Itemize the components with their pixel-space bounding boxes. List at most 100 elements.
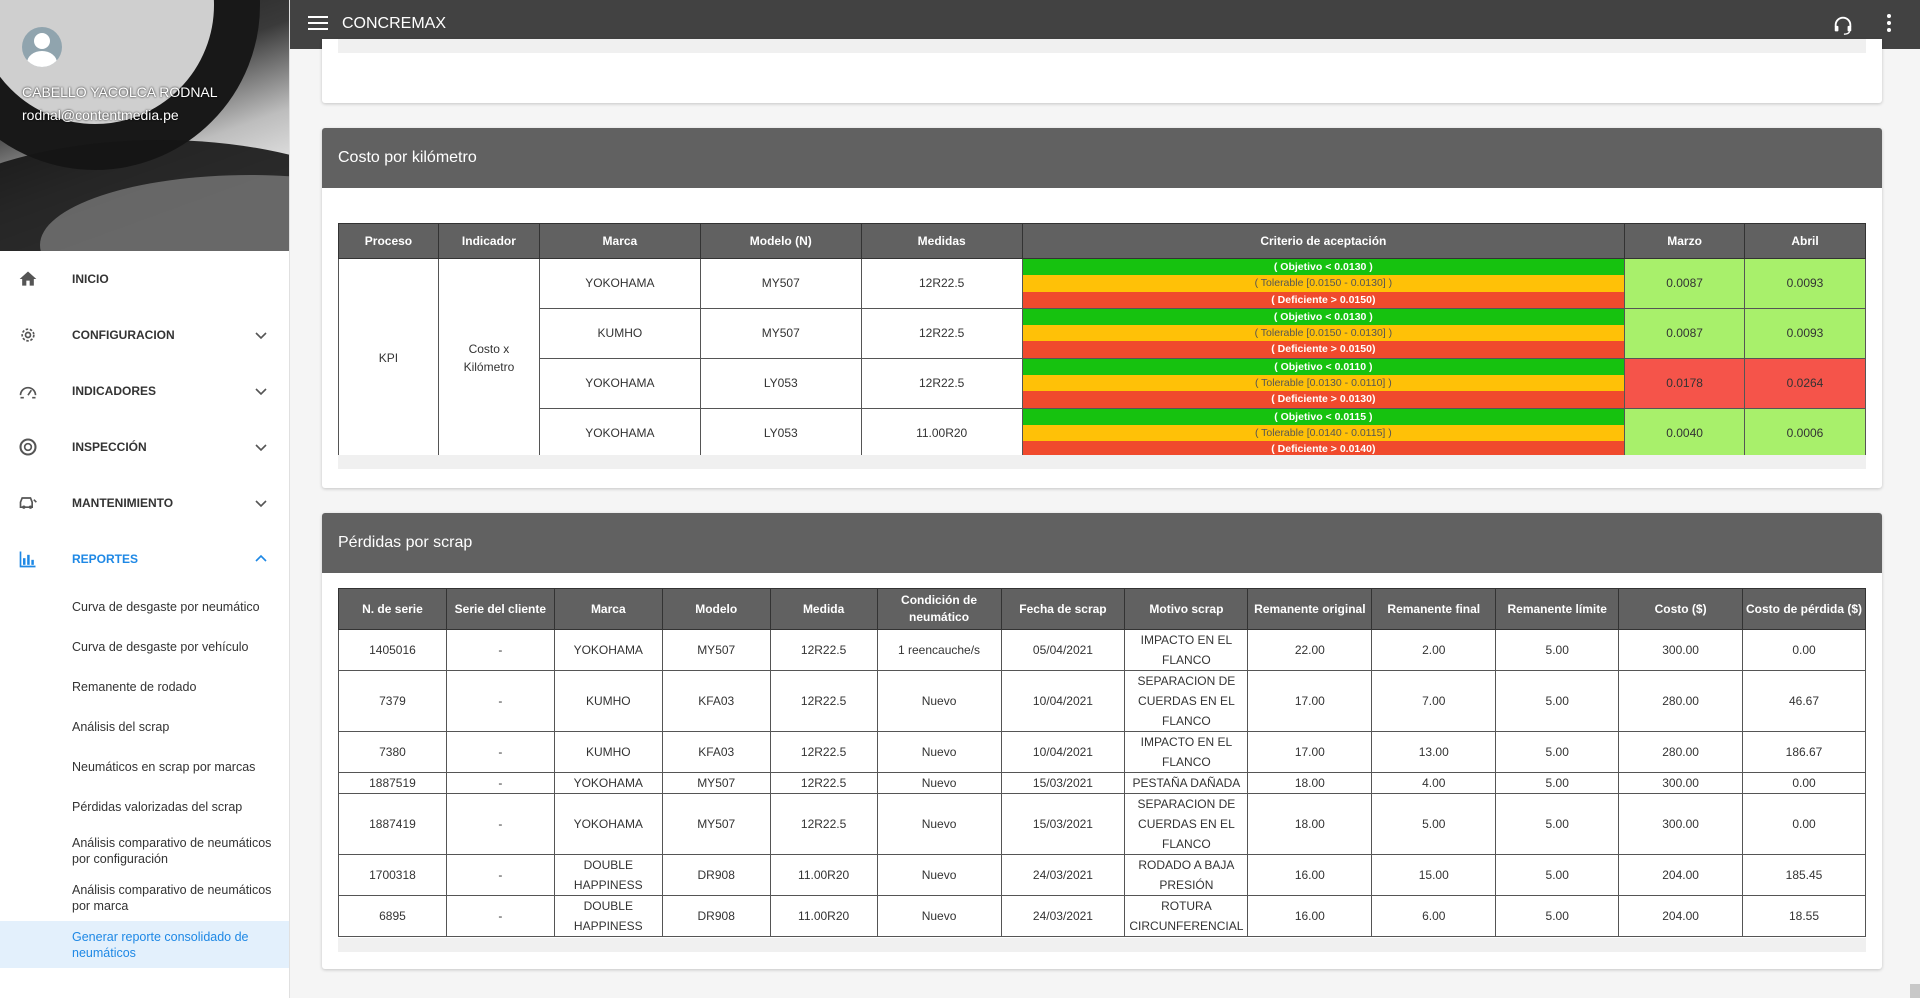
april-value: 0.0093: [1744, 307, 1866, 359]
condition-cell: 1 reencauche/s: [876, 629, 1002, 671]
criteria-tolerable: ( Tolerable [0.0140 - 0.0115] ): [1022, 424, 1625, 442]
chevron-down-icon: [255, 332, 267, 340]
sidebar-item-mantenimiento[interactable]: MANTENIMIENTO: [0, 475, 289, 531]
hamburger-menu-icon[interactable]: [308, 16, 328, 32]
condition-cell: Nuevo: [876, 854, 1002, 896]
table-row: YOKOHAMA LY053 12R22.5 ( Objetivo < 0.01…: [339, 357, 1866, 409]
sidebar-item-configuracion[interactable]: CONFIGURACION: [0, 307, 289, 363]
sidebar-item-inspeccion[interactable]: INSPECCIÓN: [0, 419, 289, 475]
report-item-consolidado[interactable]: Generar reporte consolidado de neumático…: [0, 921, 289, 968]
gear-icon: [21, 328, 35, 342]
original-tread-cell: 16.00: [1247, 895, 1373, 937]
size-cell: 11.00R20: [769, 854, 878, 896]
sidebar-item-label: INSPECCIÓN: [72, 440, 147, 454]
column-header: Marca: [538, 223, 701, 259]
column-header: N. de serie: [338, 588, 447, 630]
report-item-scrap-marcas[interactable]: Neumáticos en scrap por marcas: [72, 760, 256, 774]
card-title: Pérdidas por scrap: [322, 513, 1882, 573]
user-name: CABELLO YACOLCA RODNAL: [22, 84, 218, 100]
column-header: Costo ($): [1618, 588, 1744, 630]
column-header: Abril: [1744, 223, 1866, 259]
table-row: 7379 - KUMHO KFA03 12R22.5 Nuevo 10/04/2…: [338, 670, 1866, 732]
column-header: Medida: [769, 588, 878, 630]
cost-cell: 300.00: [1618, 793, 1744, 855]
chevron-down-icon: [255, 444, 267, 452]
report-item-curva-vehiculo[interactable]: Curva de desgaste por vehículo: [72, 640, 249, 654]
brand-cell: YOKOHAMA: [538, 357, 701, 409]
sidebar-item-label: INICIO: [72, 272, 109, 286]
criteria-cell: ( Objetivo < 0.0130 ) ( Tolerable [0.015…: [1021, 307, 1626, 359]
final-tread-cell: 2.00: [1371, 629, 1497, 671]
original-tread-cell: 22.00: [1247, 629, 1373, 671]
horizontal-scrollbar[interactable]: [338, 455, 1866, 469]
client-serial-cell: -: [445, 895, 555, 937]
table-row: KUMHO MY507 12R22.5 ( Objetivo < 0.0130 …: [339, 307, 1866, 359]
brand-cell: KUMHO: [553, 731, 663, 773]
brand-cell: YOKOHAMA: [538, 407, 701, 459]
criteria-objetivo: ( Objetivo < 0.0130 ): [1022, 259, 1625, 276]
report-item-perdidas-scrap[interactable]: Pérdidas valorizadas del scrap: [72, 800, 243, 814]
more-options-icon[interactable]: [1886, 14, 1892, 34]
loss-cost-cell: 186.67: [1742, 731, 1866, 773]
criteria-objetivo: ( Objetivo < 0.0130 ): [1022, 308, 1625, 326]
sidebar-item-inicio[interactable]: INICIO: [0, 251, 289, 307]
original-tread-cell: 18.00: [1247, 793, 1373, 855]
limit-tread-cell: 5.00: [1495, 629, 1620, 671]
column-header: Proceso: [338, 223, 439, 259]
condition-cell: Nuevo: [876, 793, 1002, 855]
car-service-icon: [19, 497, 37, 509]
table-header-row: N. de serie Serie del cliente Marca Mode…: [338, 588, 1866, 630]
april-value: 0.0006: [1744, 407, 1866, 459]
limit-tread-cell: 5.00: [1495, 895, 1620, 937]
original-tread-cell: 18.00: [1247, 772, 1373, 794]
model-cell: KFA03: [661, 731, 771, 773]
horizontal-scrollbar[interactable]: [338, 39, 1866, 53]
sidebar-item-label: INDICADORES: [72, 384, 157, 398]
criteria-deficiente: ( Deficiente > 0.0150): [1022, 291, 1625, 308]
model-cell: DR908: [661, 895, 771, 937]
report-item-comparativo-configuracion[interactable]: Análisis comparativo de neumáticos por c…: [72, 835, 272, 866]
limit-tread-cell: 5.00: [1495, 793, 1620, 855]
column-header: Serie del cliente: [445, 588, 555, 630]
avatar[interactable]: [22, 27, 62, 67]
sidebar-item-indicadores[interactable]: INDICADORES: [0, 363, 289, 419]
table-row: KPI Costo x Kilómetro YOKOHAMA MY507 12R…: [338, 258, 1866, 459]
column-header: Remanente límite: [1495, 588, 1620, 630]
reason-cell: ROTURA CIRCUNFERENCIAL: [1124, 895, 1249, 937]
bar-chart-icon: [19, 551, 36, 568]
brand-cell: YOKOHAMA: [538, 258, 701, 309]
chevron-down-icon: [255, 388, 267, 396]
client-serial-cell: -: [445, 772, 555, 794]
loss-cost-cell: 0.00: [1742, 629, 1866, 671]
scrap-losses-card: Pérdidas por scrap N. de serie Serie del…: [322, 513, 1882, 969]
serial-cell: 1700318: [338, 854, 447, 896]
loss-cost-cell: 18.55: [1742, 895, 1866, 937]
original-tread-cell: 17.00: [1247, 670, 1373, 732]
horizontal-scrollbar[interactable]: [338, 938, 1866, 952]
size-cell: 12R22.5: [769, 629, 878, 671]
report-item-curva-neumatico[interactable]: Curva de desgaste por neumático: [72, 600, 260, 614]
report-item-analisis-scrap[interactable]: Análisis del scrap: [72, 720, 170, 734]
original-tread-cell: 17.00: [1247, 731, 1373, 773]
cost-per-km-card: Costo por kilómetro Proceso Indicador Ma…: [322, 128, 1882, 488]
serial-cell: 6895: [338, 895, 447, 937]
report-item-comparativo-marca[interactable]: Análisis comparativo de neumáticos por m…: [72, 882, 272, 913]
client-serial-cell: -: [445, 629, 555, 671]
column-header: Marca: [553, 588, 663, 630]
main-content: Costo por kilómetro Proceso Indicador Ma…: [290, 39, 1920, 998]
column-header: Condición de neumático: [876, 588, 1002, 630]
table-row: 1700318 - DOUBLE HAPPINESS DR908 11.00R2…: [338, 854, 1866, 896]
size-cell: 12R22.5: [860, 258, 1023, 309]
model-cell: MY507: [699, 307, 862, 359]
sidebar-item-reportes[interactable]: REPORTES: [0, 531, 289, 587]
headset-support-icon[interactable]: [1832, 14, 1854, 36]
vertical-scrollbar[interactable]: [1910, 984, 1920, 998]
previous-card: [322, 39, 1882, 103]
condition-cell: Nuevo: [876, 772, 1002, 794]
criteria-deficiente: ( Deficiente > 0.0140): [1022, 441, 1625, 458]
cost-cell: 204.00: [1618, 895, 1744, 937]
april-value: 0.0093: [1744, 258, 1866, 309]
brand-cell: YOKOHAMA: [553, 793, 663, 855]
sidebar: CABELLO YACOLCA RODNAL rodnal@contentmed…: [0, 0, 290, 998]
report-item-remanente[interactable]: Remanente de rodado: [72, 680, 197, 694]
